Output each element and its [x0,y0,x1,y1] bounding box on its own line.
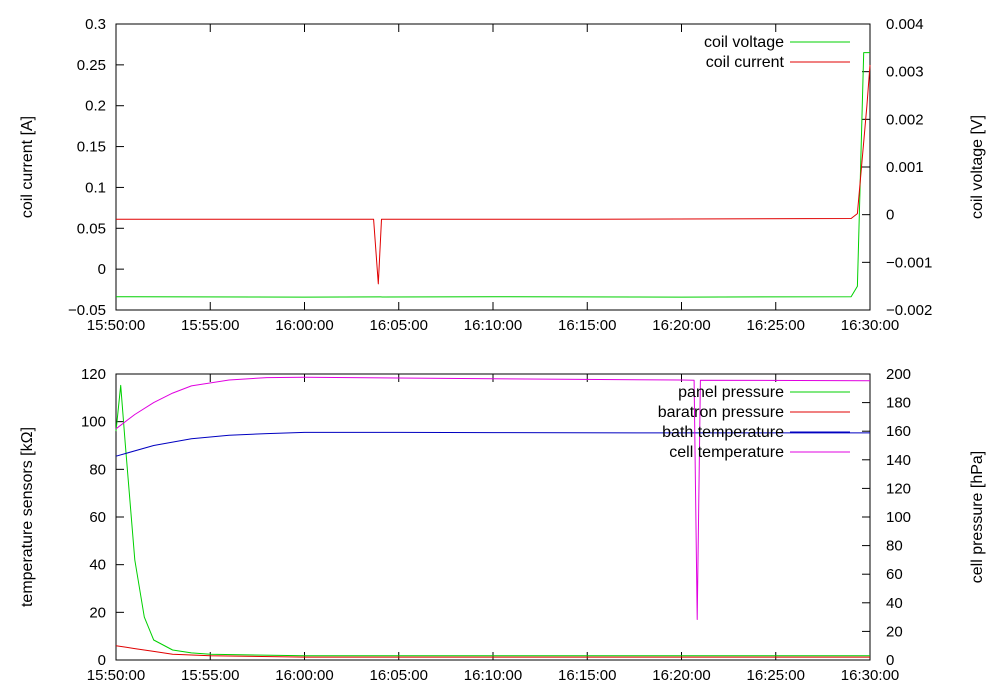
legend-label: bath temperature [662,424,784,441]
y2-tick-label: 20 [886,623,903,640]
x-tick-label: 16:05:00 [370,667,428,684]
x-tick-label: 16:00:00 [275,317,333,334]
y2-tick-label: 0.003 [886,64,924,81]
y2-tick-label: 140 [886,452,911,469]
y2-tick-label: −0.002 [886,302,932,319]
y-tick-label: 0.3 [85,16,106,33]
y2-tick-label: −0.001 [886,254,932,271]
y-tick-label: 0 [98,261,106,278]
y2-tick-label: 200 [886,366,911,383]
y-tick-label: 40 [89,557,106,574]
legend-label: baratron pressure [658,404,784,421]
y-axis-label: temperature sensors [kΩ] [19,427,36,607]
y2-tick-label: 0.002 [886,111,924,128]
x-tick-label: 16:25:00 [747,317,805,334]
y-tick-label: 120 [81,366,106,383]
y-tick-label: 80 [89,461,106,478]
y-tick-label: 0 [98,652,106,669]
legend-label: coil current [706,54,785,71]
x-tick-label: 16:25:00 [747,667,805,684]
series-line-coil-current [116,64,871,285]
x-tick-label: 16:30:00 [841,317,899,334]
y-tick-label: 0.2 [85,98,106,115]
y2-tick-label: 180 [886,395,911,412]
x-tick-label: 16:10:00 [464,317,522,334]
legend-label: panel pressure [678,384,784,401]
x-tick-label: 15:55:00 [181,317,239,334]
y-axis-label: coil current [A] [19,116,36,218]
y-tick-label: 60 [89,509,106,526]
y2-tick-label: 40 [886,595,903,612]
series-line-panel-pressure [115,384,870,657]
y2-tick-label: 120 [886,480,911,497]
x-tick-label: 15:50:00 [87,667,145,684]
y2-tick-label: 0.004 [886,16,924,33]
y-tick-label: 0.1 [85,179,106,196]
y-tick-label: 20 [89,604,106,621]
y2-tick-label: 0 [886,207,894,224]
x-tick-label: 16:20:00 [652,317,710,334]
series-line-baratron-pressure [115,645,870,658]
y-tick-label: 0.15 [77,139,106,156]
y2-tick-label: 80 [886,538,903,555]
x-tick-label: 16:15:00 [558,667,616,684]
x-tick-label: 15:50:00 [87,317,145,334]
x-tick-label: 15:55:00 [181,667,239,684]
x-tick-label: 16:15:00 [558,317,616,334]
y2-tick-label: 0.001 [886,159,924,176]
y2-tick-label: 100 [886,509,911,526]
y-tick-label: 0.05 [77,220,106,237]
y2-axis-label: cell pressure [hPa] [969,451,986,584]
y-tick-label: 100 [81,414,106,431]
coil-chart: 15:50:00 15:55:00 16:00:00 16:05:00 16:10:00… [19,16,986,334]
legend-label: coil voltage [704,34,784,51]
y2-axis-label: coil voltage [V] [969,115,986,219]
series-line-cell-temperature [115,376,871,620]
y2-tick-label: 0 [886,652,894,669]
x-tick-label: 16:05:00 [370,317,428,334]
y2-tick-label: 160 [886,423,911,440]
series-line-coil-voltage [115,52,870,298]
x-tick-label: 16:30:00 [841,667,899,684]
x-tick-label: 16:00:00 [275,667,333,684]
x-tick-label: 16:20:00 [652,667,710,684]
series-line-bath-temperature [115,431,870,457]
y2-tick-label: 60 [886,566,903,583]
y-tick-label: 0.25 [77,57,106,74]
y-tick-label: −0.05 [68,302,106,319]
pressure-temperature-chart: 15:50:00 15:55:00 16:00:00 16:05:00 16:10:00… [19,366,986,684]
x-tick-label: 16:10:00 [464,667,522,684]
legend-label: cell temperature [669,444,784,461]
